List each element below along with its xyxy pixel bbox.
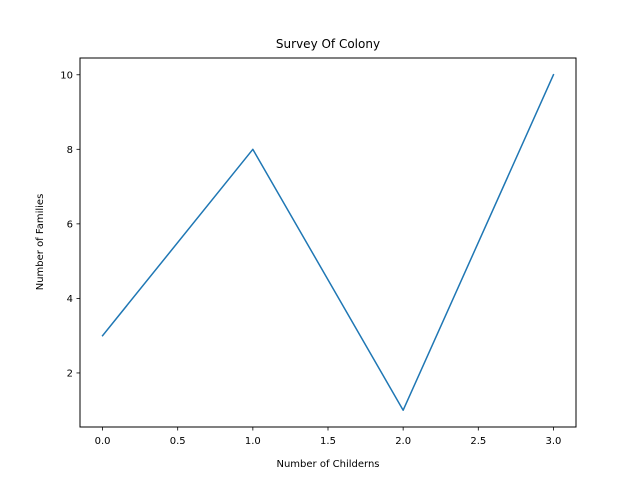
- x-tick-label: 1.5: [320, 436, 336, 447]
- x-tick-label: 0.5: [170, 436, 186, 447]
- plot-area: [101, 73, 555, 411]
- x-tick-label: 3.0: [546, 436, 562, 447]
- y-tick-label: 4: [67, 294, 73, 305]
- y-axis: 2 4 6 8 10: [60, 70, 80, 379]
- series-line-0: [101, 73, 555, 411]
- x-tick-label: 2.5: [470, 436, 486, 447]
- y-tick-label: 6: [67, 219, 73, 230]
- y-tick-label: 10: [60, 70, 73, 81]
- x-axis-label: Number of Childerns: [276, 459, 379, 470]
- chart-title: Survey Of Colony: [276, 37, 380, 51]
- axes-frame: [79, 57, 577, 428]
- x-tick-label: 0.0: [95, 436, 111, 447]
- x-axis: 0.0 0.5 1.0 1.5 2.0 2.5 3.0: [95, 427, 562, 447]
- x-tick-label: 1.0: [245, 436, 261, 447]
- y-tick-label: 2: [67, 368, 73, 379]
- y-tick-label: 8: [67, 145, 73, 156]
- x-tick-label: 2.0: [395, 436, 411, 447]
- y-axis-label: Number of Families: [35, 194, 46, 291]
